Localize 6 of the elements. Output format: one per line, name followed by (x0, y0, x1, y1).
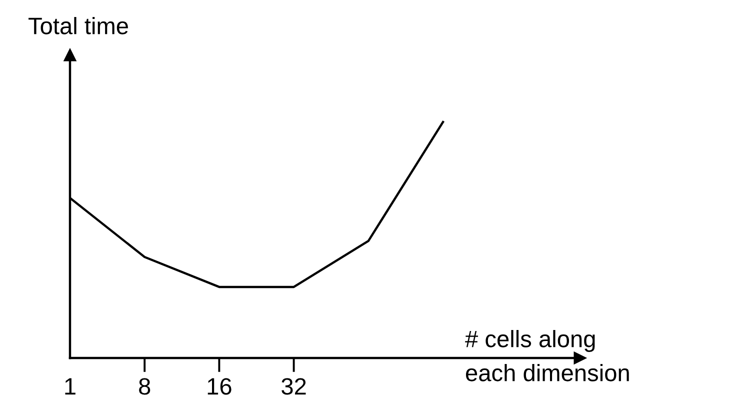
x-tick-label: 32 (282, 378, 306, 395)
y-axis-title: Total time (28, 16, 128, 34)
x-axis-title: # cells along each dimension (465, 330, 629, 382)
x-tick-label: 1 (65, 378, 76, 395)
x-tick-label: 16 (208, 378, 232, 395)
x-tick-label: 8 (139, 378, 150, 395)
